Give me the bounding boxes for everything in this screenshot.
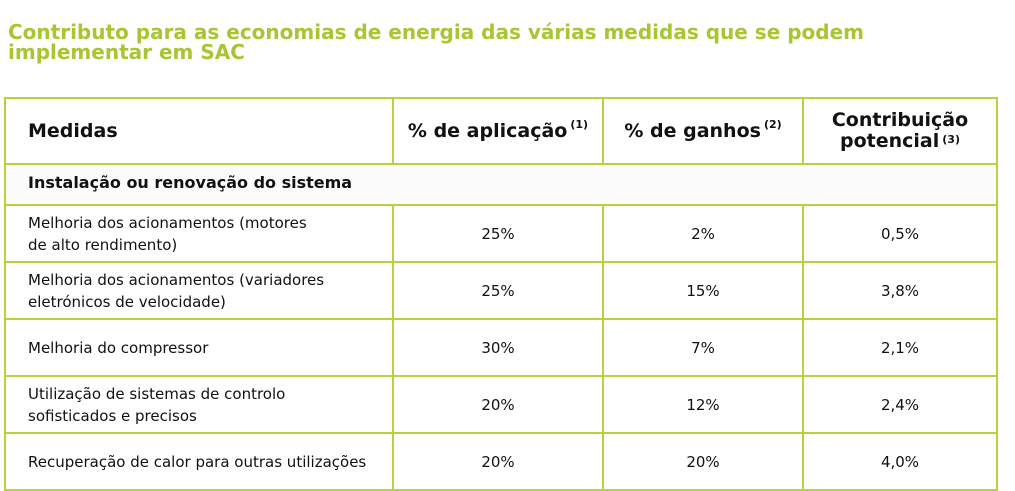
header-ganhos-label: % de ganhos: [624, 120, 761, 142]
medida-text-line-1: Melhoria dos acionamentos (motores: [28, 213, 307, 232]
header-contribuicao-line-1: Contribuição: [831, 109, 969, 131]
header-medidas-label: Medidas: [28, 120, 118, 142]
table-header-row: Medidas % de aplicação (1) % de ganhos (2)…: [4, 97, 998, 165]
table-row: Utilização de sistemas de controlo sofis…: [4, 375, 998, 434]
header-ganhos-footnote: (2): [763, 118, 782, 131]
header-contribuicao-line-2: potencial (3): [804, 131, 996, 152]
header-contribuicao-footnote: (3): [942, 133, 960, 146]
medida-cell: Melhoria dos acionamentos (motores de al…: [4, 204, 394, 263]
aplicacao-cell: 25%: [392, 261, 604, 320]
ganhos-cell: 15%: [602, 261, 804, 320]
medida-cell: Melhoria dos acionamentos (variadores el…: [4, 261, 394, 320]
aplicacao-cell: 25%: [392, 204, 604, 263]
table-row: Melhoria dos acionamentos (variadores el…: [4, 261, 998, 320]
contribuicao-cell: 0,5%: [802, 204, 998, 263]
header-contribuicao: Contribuição potencial (3): [802, 97, 998, 165]
contribuicao-cell: 2,4%: [802, 375, 998, 434]
table-row: Melhoria dos acionamentos (motores de al…: [4, 204, 998, 263]
medida-text-line-2: sofisticados e precisos: [28, 406, 197, 425]
contribuicao-cell: 2,1%: [802, 318, 998, 377]
aplicacao-cell: 30%: [392, 318, 604, 377]
table-row: Melhoria do compressor 30% 7% 2,1%: [4, 318, 998, 377]
medida-text-line-1: Melhoria dos acionamentos (variadores: [28, 270, 325, 289]
header-contribuicao-label-2: potencial: [840, 130, 940, 152]
medida-text-line-1: Recuperação de calor para outras utiliza…: [28, 452, 367, 471]
page-title-line-2: implementar em SAC: [8, 40, 245, 64]
medida-cell: Recuperação de calor para outras utiliza…: [4, 432, 394, 491]
energy-measures-table: Medidas % de aplicação (1) % de ganhos (2)…: [4, 97, 998, 491]
ganhos-cell: 12%: [602, 375, 804, 434]
medida-cell: Utilização de sistemas de controlo sofis…: [4, 375, 394, 434]
aplicacao-cell: 20%: [392, 432, 604, 491]
header-aplicacao-label: % de aplicação: [407, 120, 568, 142]
page-title-line-1: Contributo para as economias de energia …: [8, 20, 864, 44]
medida-cell: Melhoria do compressor: [4, 318, 394, 377]
medida-text-line-1: Utilização de sistemas de controlo: [28, 384, 286, 403]
medida-text-line-1: Melhoria do compressor: [28, 338, 209, 357]
ganhos-cell: 20%: [602, 432, 804, 491]
table-row: Recuperação de calor para outras utiliza…: [4, 432, 998, 491]
ganhos-cell: 2%: [602, 204, 804, 263]
aplicacao-cell: 20%: [392, 375, 604, 434]
section-title: Instalação ou renovação do sistema: [4, 163, 998, 206]
header-aplicacao-footnote: (1): [570, 118, 589, 131]
header-aplicacao: % de aplicação (1): [392, 97, 604, 165]
header-ganhos: % de ganhos (2): [602, 97, 804, 165]
ganhos-cell: 7%: [602, 318, 804, 377]
medida-text-line-2: eletrónicos de velocidade): [28, 292, 226, 311]
page-title: Contributo para as economias de energia …: [8, 22, 908, 62]
contribuicao-cell: 3,8%: [802, 261, 998, 320]
header-medidas: Medidas: [4, 97, 394, 165]
section-row: Instalação ou renovação do sistema: [4, 163, 998, 206]
contribuicao-cell: 4,0%: [802, 432, 998, 491]
medida-text-line-2: de alto rendimento): [28, 235, 178, 254]
